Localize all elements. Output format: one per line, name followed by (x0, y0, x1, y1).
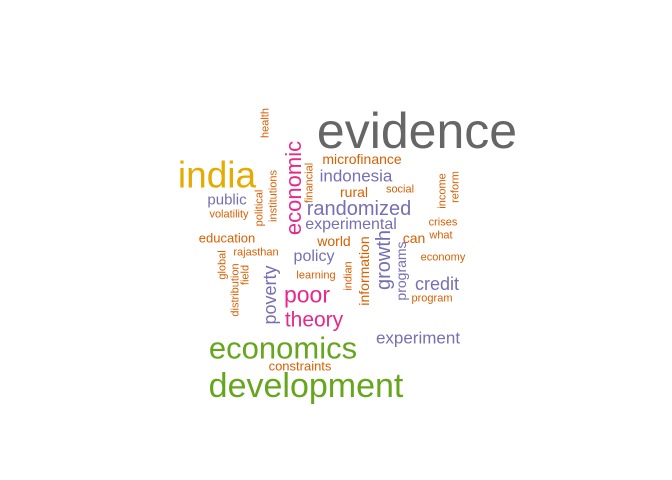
cloud-word-evidence: evidence (316, 103, 518, 159)
cloud-word-can: can (402, 230, 426, 246)
cloud-word-volatility: volatility (209, 208, 249, 221)
cloud-word-distribution: distribution (229, 263, 242, 317)
cloud-word-poor: poor (283, 281, 331, 308)
cloud-word-economics: economics (208, 330, 358, 366)
cloud-word-indonesia: indonesia (319, 166, 393, 186)
cloud-word-programs: programs (393, 241, 409, 301)
cloud-word-political: political (253, 189, 266, 227)
cloud-word-experimental: experimental (305, 216, 397, 233)
cloud-word-learning: learning (296, 269, 336, 282)
cloud-word-social: social (385, 183, 415, 196)
cloud-word-rural: rural (339, 184, 369, 200)
cloud-word-rajasthan: rajasthan (233, 246, 279, 259)
cloud-word-crises: crises (428, 216, 458, 229)
cloud-word-public: public (207, 191, 247, 209)
cloud-word-education: education (198, 230, 256, 246)
cloud-word-institutions: institutions (267, 170, 280, 222)
cloud-word-theory: theory (284, 308, 344, 332)
cloud-word-poverty: poverty (260, 265, 280, 325)
cloud-word-program: program (411, 292, 453, 305)
cloud-word-credit: credit (414, 274, 460, 294)
cloud-word-income: income (436, 173, 449, 209)
cloud-word-economy: economy (420, 251, 466, 264)
cloud-word-growth: growth (373, 229, 395, 291)
cloud-word-randomized: randomized (306, 198, 412, 220)
cloud-word-indian: indian (342, 261, 355, 291)
cloud-word-field: field (239, 264, 252, 286)
cloud-word-reform: reform (449, 171, 462, 203)
cloud-word-development: development (208, 367, 404, 405)
cloud-word-experiment: experiment (375, 328, 461, 348)
cloud-word-global: global (216, 250, 229, 280)
cloud-word-constraints: constraints (268, 358, 332, 374)
cloud-word-policy: policy (293, 248, 335, 265)
cloud-word-world: world (317, 233, 351, 249)
cloud-word-microfinance: microfinance (322, 151, 402, 167)
cloud-word-india: india (177, 154, 257, 196)
cloud-word-information: information (356, 236, 372, 306)
cloud-word-economic: economic (281, 140, 306, 236)
cloud-word-health: health (259, 108, 272, 138)
cloud-word-what: what (429, 229, 453, 242)
